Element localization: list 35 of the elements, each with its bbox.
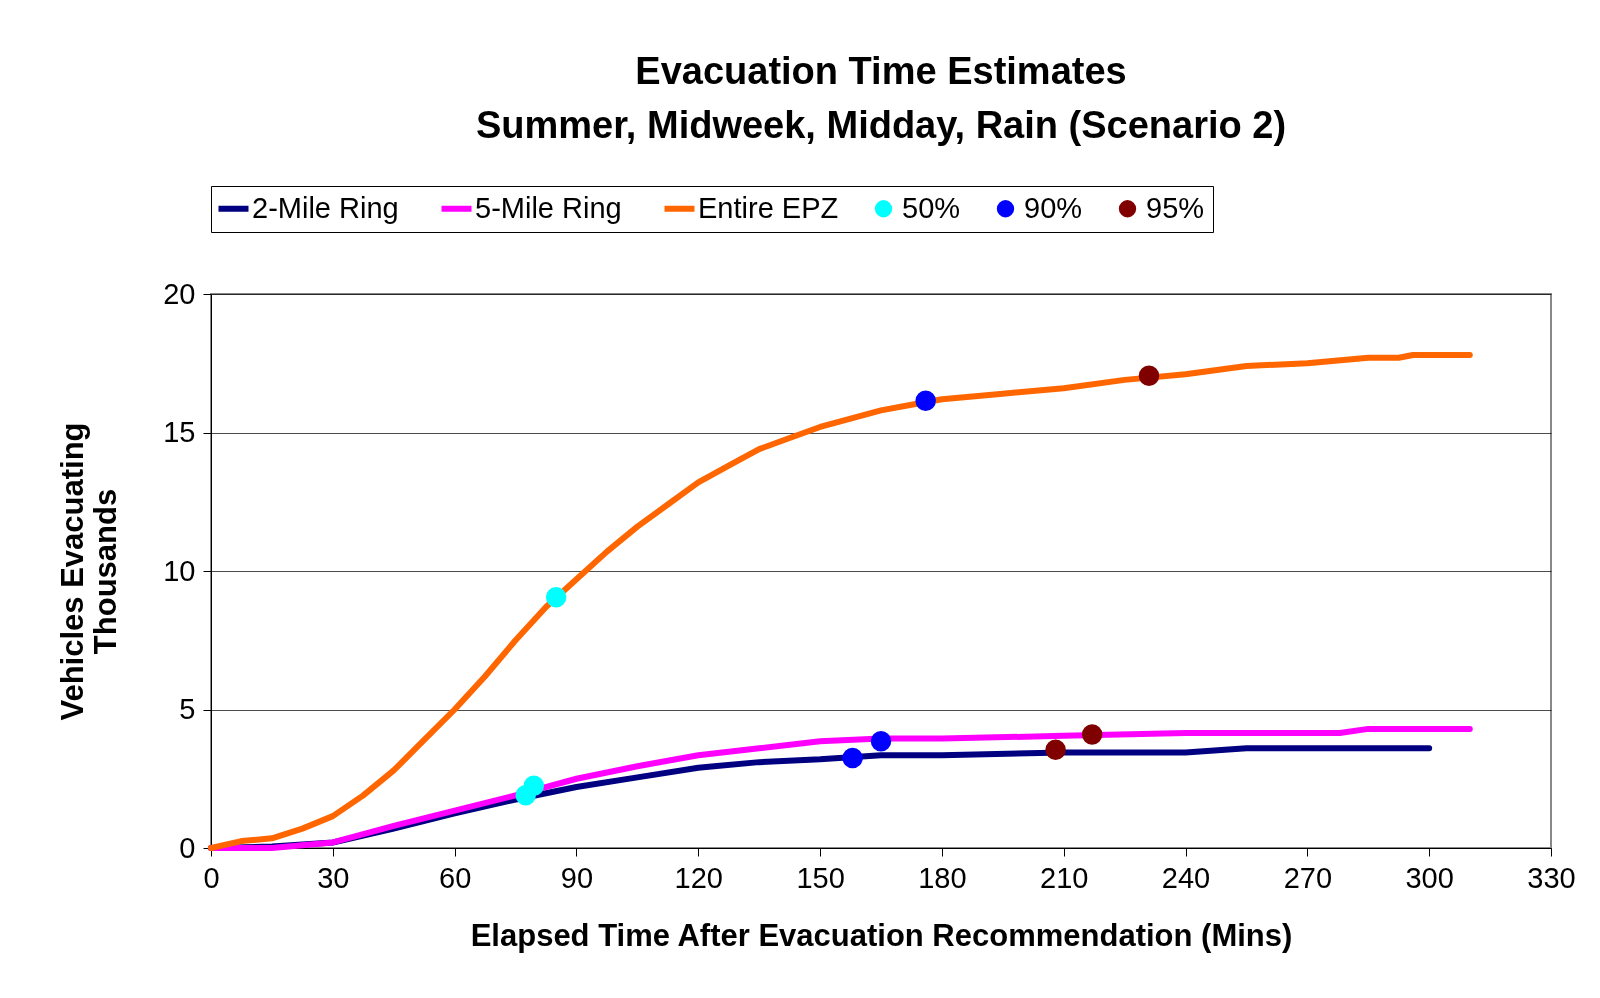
x-tick-label: 180 xyxy=(918,861,967,894)
x-tick-label: 240 xyxy=(1161,861,1211,894)
x-axis-title: Elapsed Time After Evacuation Recommendation (Mins) xyxy=(470,917,1293,953)
legend-label: 50% xyxy=(902,191,961,224)
point xyxy=(523,775,545,796)
point xyxy=(842,747,863,769)
y-axis-title: Vehicles Evacuating Thousands xyxy=(55,422,124,721)
y-tick-label: 20 xyxy=(163,277,196,310)
x-tick-label: 0 xyxy=(203,861,220,894)
legend-label: 2-Mile Ring xyxy=(252,191,399,224)
x-tick-label: 150 xyxy=(796,861,845,894)
y-tick-label: 10 xyxy=(163,554,196,587)
x-tick-label: 60 xyxy=(439,861,472,894)
y-tick-label: 15 xyxy=(163,416,196,448)
point xyxy=(1138,365,1160,386)
legend-label: 90% xyxy=(1024,191,1083,224)
y-tick-label: 0 xyxy=(179,831,196,864)
x-tick-label: 300 xyxy=(1405,861,1454,894)
x-tick-label: 210 xyxy=(1040,861,1089,894)
x-tick-label: 330 xyxy=(1527,861,1576,894)
chart-title: Evacuation Time Estimates xyxy=(635,49,1127,92)
point xyxy=(1045,739,1066,760)
legend-label: 5-Mile Ring xyxy=(475,191,622,224)
x-tick-label: 120 xyxy=(674,861,723,894)
x-tick-label: 30 xyxy=(317,861,350,894)
point xyxy=(1081,724,1103,745)
y-tick-label: 5 xyxy=(179,693,196,725)
point xyxy=(870,731,892,752)
legend-label: 95% xyxy=(1146,191,1205,224)
point xyxy=(915,390,936,411)
point xyxy=(545,587,567,608)
x-tick-label: 90 xyxy=(560,861,594,894)
legend-label: Entire EPZ xyxy=(698,191,839,224)
chart-subtitle: Summer, Midweek, Midday, Rain (Scenario 2) xyxy=(475,103,1287,146)
x-tick-label: 270 xyxy=(1283,861,1333,894)
